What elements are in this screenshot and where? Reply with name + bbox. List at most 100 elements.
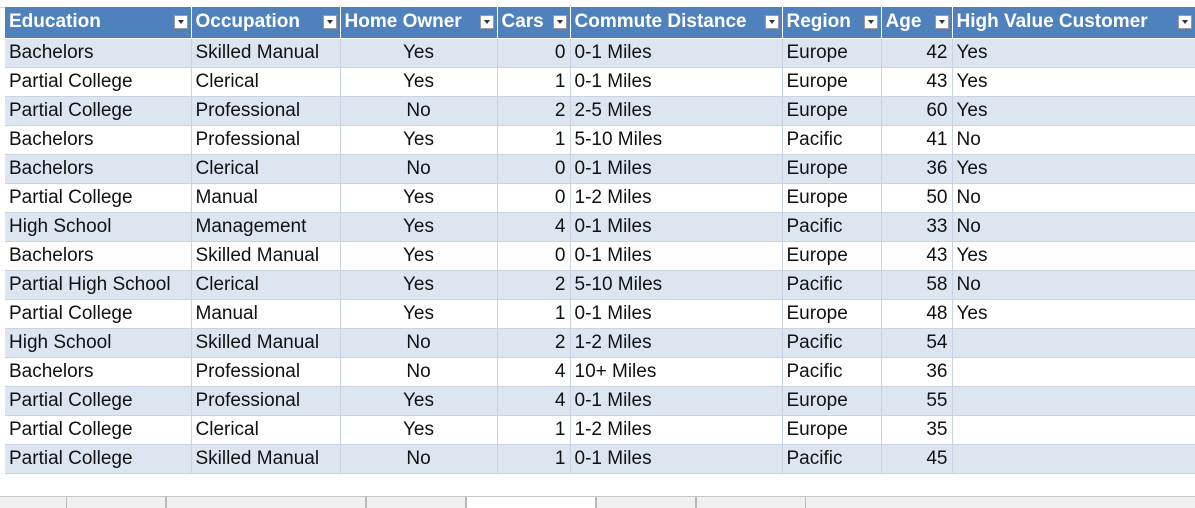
- cell-education[interactable]: Bachelors: [5, 125, 192, 155]
- cell-high-value-customer[interactable]: [952, 328, 1195, 358]
- cell-commute-distance[interactable]: 0-1 Miles: [570, 386, 783, 416]
- cell-region[interactable]: Pacific: [782, 328, 882, 358]
- cell-high-value-customer[interactable]: No: [952, 212, 1195, 242]
- cell-home-owner[interactable]: Yes: [340, 299, 498, 329]
- cell-cars[interactable]: 1: [497, 299, 571, 329]
- cell-region[interactable]: Europe: [782, 154, 882, 184]
- chevron-down-icon[interactable]: [552, 15, 567, 29]
- cell-age[interactable]: 43: [881, 67, 953, 97]
- cell-home-owner[interactable]: Yes: [340, 125, 498, 155]
- cell-occupation[interactable]: Manual: [191, 183, 341, 213]
- cell-high-value-customer[interactable]: Yes: [952, 96, 1195, 126]
- cell-high-value-customer[interactable]: No: [952, 125, 1195, 155]
- cell-commute-distance[interactable]: 0-1 Miles: [570, 212, 783, 242]
- cell-high-value-customer[interactable]: No: [952, 270, 1195, 300]
- cell-education[interactable]: Bachelors: [5, 357, 192, 387]
- cell-education[interactable]: Partial College: [5, 67, 192, 97]
- cell-education[interactable]: Partial College: [5, 415, 192, 445]
- cell-home-owner[interactable]: No: [340, 96, 498, 126]
- cell-high-value-customer[interactable]: [952, 444, 1195, 474]
- cell-age[interactable]: 55: [881, 386, 953, 416]
- cell-high-value-customer[interactable]: [952, 415, 1195, 445]
- cell-age[interactable]: 43: [881, 241, 953, 271]
- cell-region[interactable]: Europe: [782, 38, 882, 68]
- cell-education[interactable]: Bachelors: [5, 154, 192, 184]
- cell-cars[interactable]: 0: [497, 154, 571, 184]
- cell-education[interactable]: Partial College: [5, 299, 192, 329]
- header-occupation[interactable]: Occupation: [191, 7, 341, 39]
- header-age[interactable]: Age: [881, 7, 953, 39]
- cell-home-owner[interactable]: Yes: [340, 241, 498, 271]
- cell-region[interactable]: Pacific: [782, 125, 882, 155]
- cell-age[interactable]: 36: [881, 154, 953, 184]
- cell-cars[interactable]: 2: [497, 270, 571, 300]
- cell-occupation[interactable]: Manual: [191, 299, 341, 329]
- cell-age[interactable]: 45: [881, 444, 953, 474]
- cell-cars[interactable]: 4: [497, 386, 571, 416]
- cell-region[interactable]: Europe: [782, 415, 882, 445]
- cell-home-owner[interactable]: No: [340, 328, 498, 358]
- cell-home-owner[interactable]: Yes: [340, 183, 498, 213]
- sheet-tab-active[interactable]: [466, 497, 596, 508]
- sheet-tab[interactable]: [166, 497, 366, 508]
- cell-age[interactable]: 41: [881, 125, 953, 155]
- cell-region[interactable]: Pacific: [782, 212, 882, 242]
- cell-region[interactable]: Pacific: [782, 444, 882, 474]
- cell-occupation[interactable]: Skilled Manual: [191, 241, 341, 271]
- cell-occupation[interactable]: Skilled Manual: [191, 328, 341, 358]
- cell-education[interactable]: High School: [5, 212, 192, 242]
- cell-occupation[interactable]: Clerical: [191, 415, 341, 445]
- cell-age[interactable]: 60: [881, 96, 953, 126]
- cell-commute-distance[interactable]: 0-1 Miles: [570, 154, 783, 184]
- cell-occupation[interactable]: Clerical: [191, 270, 341, 300]
- header-cars[interactable]: Cars: [497, 7, 571, 39]
- cell-home-owner[interactable]: Yes: [340, 38, 498, 68]
- sheet-tab[interactable]: [366, 497, 466, 508]
- cell-commute-distance[interactable]: 1-2 Miles: [570, 183, 783, 213]
- cell-cars[interactable]: 2: [497, 96, 571, 126]
- cell-age[interactable]: 35: [881, 415, 953, 445]
- cell-commute-distance[interactable]: 5-10 Miles: [570, 270, 783, 300]
- sheet-tab[interactable]: [596, 497, 696, 508]
- cell-home-owner[interactable]: No: [340, 444, 498, 474]
- cell-high-value-customer[interactable]: Yes: [952, 241, 1195, 271]
- cell-commute-distance[interactable]: 0-1 Miles: [570, 67, 783, 97]
- cell-education[interactable]: High School: [5, 328, 192, 358]
- cell-region[interactable]: Europe: [782, 386, 882, 416]
- cell-education[interactable]: Partial College: [5, 183, 192, 213]
- cell-cars[interactable]: 1: [497, 67, 571, 97]
- cell-home-owner[interactable]: Yes: [340, 386, 498, 416]
- cell-commute-distance[interactable]: 10+ Miles: [570, 357, 783, 387]
- cell-occupation[interactable]: Skilled Manual: [191, 444, 341, 474]
- cell-high-value-customer[interactable]: Yes: [952, 299, 1195, 329]
- cell-education[interactable]: Bachelors: [5, 241, 192, 271]
- cell-home-owner[interactable]: Yes: [340, 415, 498, 445]
- cell-occupation[interactable]: Professional: [191, 125, 341, 155]
- cell-commute-distance[interactable]: 0-1 Miles: [570, 444, 783, 474]
- cell-education[interactable]: Bachelors: [5, 38, 192, 68]
- cell-commute-distance[interactable]: 2-5 Miles: [570, 96, 783, 126]
- cell-cars[interactable]: 0: [497, 183, 571, 213]
- cell-home-owner[interactable]: Yes: [340, 212, 498, 242]
- cell-region[interactable]: Europe: [782, 67, 882, 97]
- cell-age[interactable]: 50: [881, 183, 953, 213]
- cell-high-value-customer[interactable]: Yes: [952, 67, 1195, 97]
- cell-region[interactable]: Europe: [782, 96, 882, 126]
- cell-region[interactable]: Europe: [782, 183, 882, 213]
- cell-cars[interactable]: 2: [497, 328, 571, 358]
- cell-occupation[interactable]: Professional: [191, 357, 341, 387]
- cell-region[interactable]: Europe: [782, 299, 882, 329]
- cell-home-owner[interactable]: No: [340, 357, 498, 387]
- header-high-value-customer[interactable]: High Value Customer: [952, 7, 1195, 39]
- cell-cars[interactable]: 4: [497, 357, 571, 387]
- cell-occupation[interactable]: Professional: [191, 386, 341, 416]
- cell-high-value-customer[interactable]: Yes: [952, 38, 1195, 68]
- cell-age[interactable]: 58: [881, 270, 953, 300]
- cell-commute-distance[interactable]: 5-10 Miles: [570, 125, 783, 155]
- cell-age[interactable]: 33: [881, 212, 953, 242]
- cell-commute-distance[interactable]: 1-2 Miles: [570, 415, 783, 445]
- cell-high-value-customer[interactable]: [952, 357, 1195, 387]
- header-home-owner[interactable]: Home Owner: [340, 7, 498, 39]
- cell-cars[interactable]: 1: [497, 125, 571, 155]
- chevron-down-icon[interactable]: [934, 15, 949, 29]
